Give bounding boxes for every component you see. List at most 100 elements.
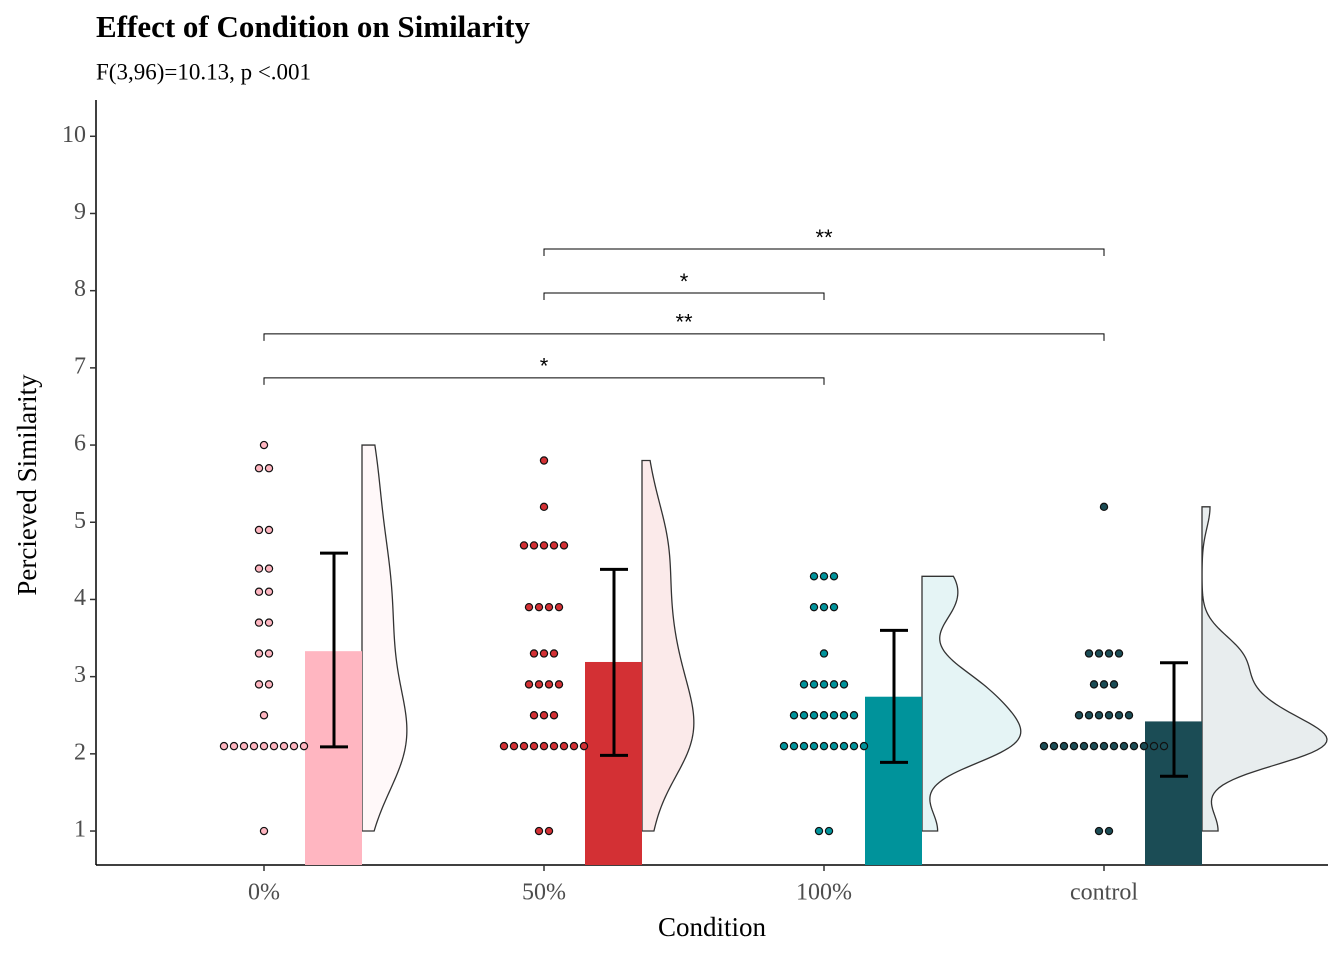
data-point	[549, 541, 559, 550]
data-point	[1149, 741, 1159, 751]
x-axis-title: Condition	[658, 912, 767, 942]
data-point	[539, 711, 549, 720]
data-point	[1084, 649, 1094, 658]
data-point	[1124, 711, 1134, 720]
data-point	[529, 711, 539, 720]
y-tick-label: 6	[74, 431, 86, 457]
significance-label: **	[675, 310, 693, 335]
data-point	[829, 602, 839, 612]
data-point	[539, 741, 549, 751]
data-point	[539, 541, 549, 550]
data-point	[299, 741, 309, 751]
data-point	[539, 502, 549, 512]
data-point	[544, 826, 554, 836]
y-tick-label: 9	[74, 199, 86, 225]
significance-bracket	[263, 377, 825, 385]
data-point	[799, 711, 809, 720]
data-point	[259, 440, 269, 450]
data-point	[819, 680, 829, 689]
data-point	[809, 602, 819, 612]
data-point	[1109, 741, 1119, 751]
data-point	[849, 711, 859, 720]
violin	[921, 575, 1022, 832]
data-point	[829, 711, 839, 720]
data-point	[509, 741, 519, 751]
data-point	[799, 680, 809, 689]
data-point	[549, 711, 559, 720]
y-tick-label: 1	[74, 817, 86, 843]
data-point	[254, 618, 264, 627]
significance-bracket	[543, 292, 825, 300]
data-point	[1069, 741, 1079, 751]
y-tick-label: 7	[74, 353, 86, 379]
data-point	[819, 572, 829, 581]
data-point	[254, 464, 264, 473]
data-point	[524, 680, 534, 689]
data-point	[264, 680, 274, 689]
data-point	[519, 541, 529, 550]
y-axis-title: Percieved Similarity	[12, 374, 42, 596]
data-point	[819, 741, 829, 751]
data-point	[789, 711, 799, 720]
data-point	[544, 602, 554, 612]
significance-label: *	[680, 269, 689, 294]
data-point	[1074, 711, 1084, 720]
data-point	[529, 741, 539, 751]
data-point	[579, 741, 589, 751]
data-point	[1099, 680, 1109, 689]
data-point	[1114, 649, 1124, 658]
data-point	[809, 572, 819, 581]
data-point	[1129, 741, 1139, 751]
data-point	[544, 680, 554, 689]
data-point	[264, 649, 274, 658]
data-point	[259, 711, 269, 720]
data-point	[1099, 741, 1109, 751]
data-point	[1094, 826, 1104, 836]
data-point	[534, 680, 544, 689]
data-point	[779, 741, 789, 751]
data-point	[1104, 826, 1114, 836]
data-point	[269, 741, 279, 751]
y-tick-label: 3	[74, 662, 86, 688]
data-point	[264, 618, 274, 627]
data-point	[1159, 741, 1169, 751]
data-point	[819, 711, 829, 720]
data-point	[539, 456, 549, 465]
data-point	[554, 680, 564, 689]
y-tick-label: 5	[74, 508, 86, 534]
significance-label: *	[540, 354, 549, 379]
data-point	[529, 649, 539, 658]
data-point	[254, 564, 264, 573]
data-point	[829, 572, 839, 581]
data-point	[259, 826, 269, 836]
data-point	[839, 741, 849, 751]
data-point	[559, 741, 569, 751]
data-point	[1109, 680, 1119, 689]
data-point	[569, 741, 579, 751]
violin	[641, 459, 695, 832]
data-point	[264, 564, 274, 573]
y-tick-label: 4	[74, 585, 86, 611]
data-point	[289, 741, 299, 751]
y-tick-label: 2	[74, 739, 86, 765]
data-point	[499, 741, 509, 751]
data-point	[254, 680, 264, 689]
data-point	[254, 587, 264, 596]
significance-bracket	[543, 248, 1105, 256]
data-point	[829, 680, 839, 689]
data-point	[819, 602, 829, 612]
x-tick-label: 0%	[248, 880, 280, 906]
data-point	[1099, 502, 1109, 512]
data-point	[799, 741, 809, 751]
y-tick-label: 8	[74, 276, 86, 302]
data-point	[524, 602, 534, 612]
data-point	[549, 741, 559, 751]
data-point	[789, 741, 799, 751]
data-point	[1104, 649, 1114, 658]
chart-subtitle: F(3,96)=10.13, p <.001	[96, 59, 311, 84]
data-point	[519, 741, 529, 751]
data-point	[259, 741, 269, 751]
data-point	[1084, 711, 1094, 720]
data-point	[249, 741, 259, 751]
